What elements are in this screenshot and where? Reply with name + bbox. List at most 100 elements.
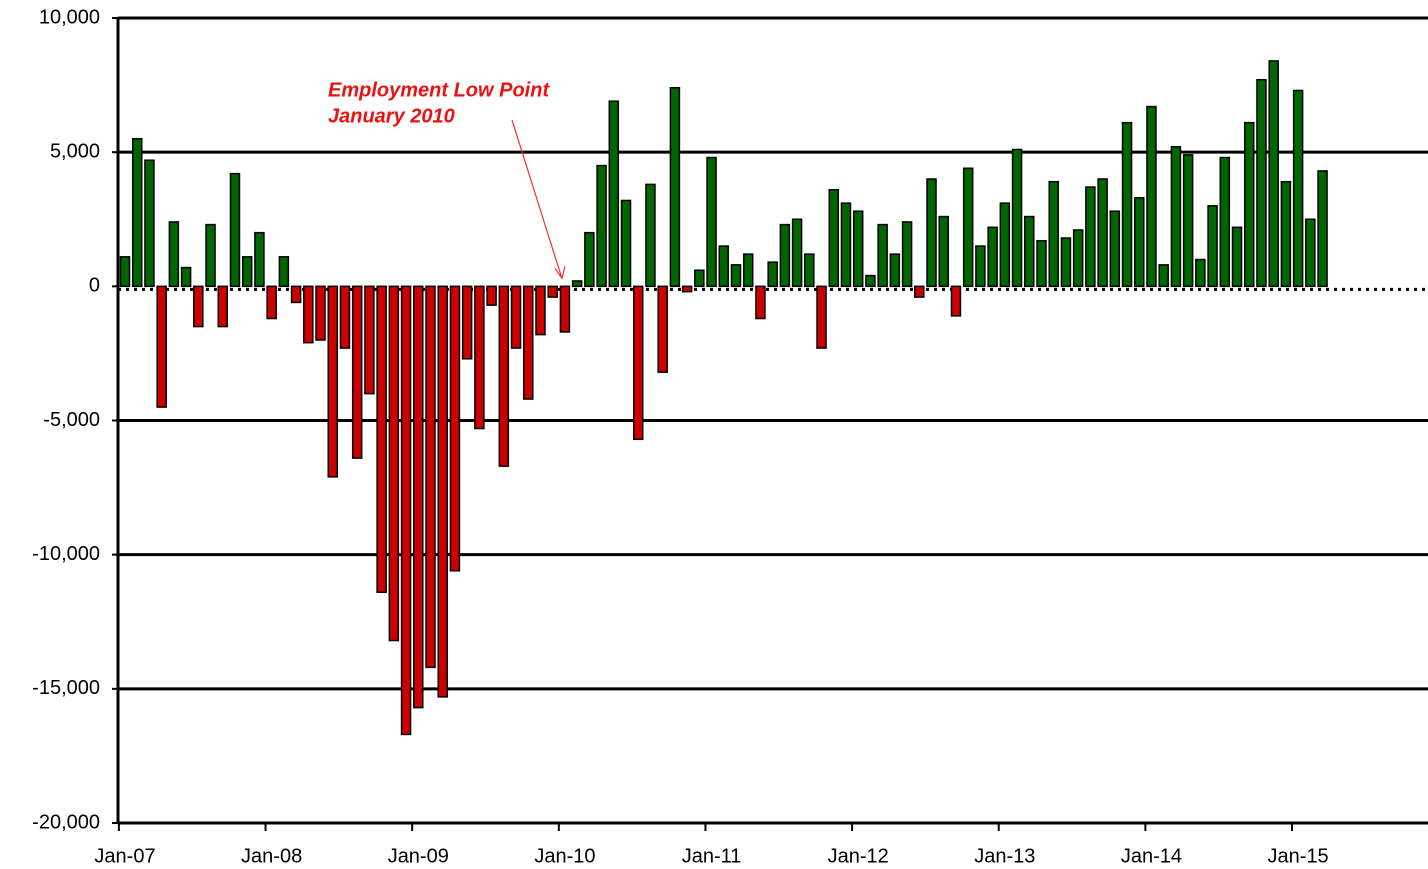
bar (975, 245, 986, 288)
x-tick-label: Jan-12 (828, 845, 889, 867)
bar (632, 285, 644, 441)
bar (1085, 186, 1096, 288)
x-tick-label: Jan-09 (388, 845, 449, 867)
bar (303, 285, 314, 344)
bar (180, 266, 192, 288)
bar (865, 274, 876, 288)
annotation-arrow (511, 119, 563, 279)
bar (547, 285, 558, 298)
bar (889, 253, 901, 288)
bar (1072, 229, 1084, 288)
bar (1268, 60, 1279, 288)
bar (168, 221, 180, 288)
bar (217, 285, 229, 328)
bar (290, 285, 302, 304)
bar (584, 231, 595, 288)
bar (510, 285, 522, 349)
y-tick-label: -10,000 (32, 543, 100, 565)
x-tick-label: Jan-11 (682, 845, 742, 867)
y-tick-label: 5,000 (50, 140, 100, 162)
bar (901, 221, 913, 288)
bar (571, 280, 583, 288)
bar (1182, 154, 1194, 288)
bar (144, 159, 155, 288)
bar (730, 264, 742, 288)
bar (1146, 105, 1157, 288)
bar (1024, 215, 1035, 288)
x-tick-label: Jan-08 (241, 845, 302, 867)
bar (339, 285, 351, 349)
bar (804, 253, 815, 288)
bar (119, 256, 131, 288)
bar (1048, 180, 1059, 288)
bar (388, 285, 400, 642)
bar (999, 202, 1011, 288)
bar (1256, 78, 1267, 288)
bar (1219, 156, 1231, 288)
bar (840, 202, 852, 288)
bar (400, 285, 412, 736)
bar (779, 223, 791, 288)
bar (559, 285, 571, 333)
x-tick-label: Jan-07 (94, 845, 155, 867)
bar (205, 223, 216, 288)
y-tick-label: 0 (89, 275, 100, 297)
bar (1317, 170, 1328, 288)
bar (193, 285, 204, 328)
bar (1305, 218, 1316, 288)
bar (681, 285, 693, 293)
bar (1011, 148, 1023, 288)
bar (156, 285, 167, 408)
y-tick-label: -5,000 (43, 409, 100, 431)
annotation-arrowhead (554, 266, 566, 280)
bar (315, 285, 326, 341)
bar (254, 231, 265, 288)
bar (816, 285, 827, 349)
bar (1036, 239, 1047, 288)
bar (1280, 180, 1292, 288)
annotation: Employment Low Point (328, 79, 550, 101)
bar (266, 285, 277, 320)
bar (1231, 226, 1243, 288)
annotation: January 2010 (328, 105, 455, 127)
bar (1134, 197, 1145, 288)
bar (596, 164, 607, 288)
bar (449, 285, 461, 572)
bar (535, 285, 546, 336)
bar (1109, 210, 1121, 288)
bar (1158, 264, 1169, 288)
bar (718, 245, 730, 288)
bar (767, 261, 778, 288)
bar (437, 285, 448, 698)
bar (131, 138, 143, 288)
bar (852, 210, 864, 288)
bar (413, 285, 424, 709)
bar (950, 285, 962, 317)
bar (278, 256, 290, 288)
y-tick-label: 10,000 (39, 6, 100, 28)
bar (742, 253, 754, 288)
bar (364, 285, 375, 395)
bar (694, 269, 705, 288)
x-tick-label: Jan-15 (1268, 845, 1329, 867)
bar (498, 285, 510, 467)
bar (938, 215, 949, 288)
bar (241, 256, 253, 288)
bar (327, 285, 338, 478)
bar (914, 285, 925, 298)
x-tick-label: Jan-10 (534, 845, 595, 867)
bar (486, 285, 497, 306)
bar (229, 172, 241, 288)
bar (1060, 237, 1072, 288)
bar (755, 285, 766, 320)
bar (877, 223, 888, 288)
x-tick-label: Jan-13 (974, 845, 1035, 867)
bar (669, 87, 681, 288)
bar (828, 188, 840, 288)
bar (1292, 89, 1304, 288)
bar (1170, 146, 1182, 288)
bar (791, 218, 803, 288)
bar (425, 285, 436, 669)
